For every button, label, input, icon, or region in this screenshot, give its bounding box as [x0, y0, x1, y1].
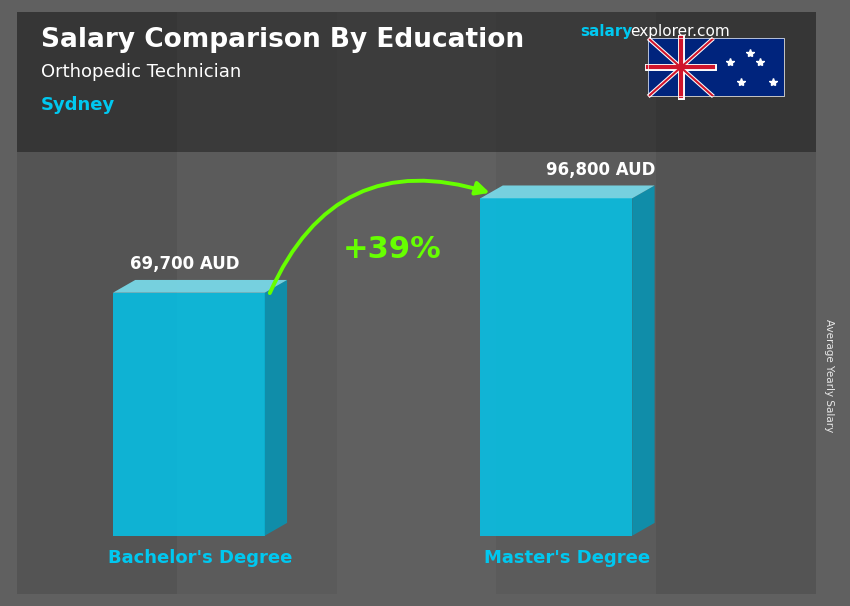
Text: 96,800 AUD: 96,800 AUD: [546, 161, 655, 179]
Bar: [656, 12, 816, 594]
Polygon shape: [480, 185, 654, 198]
Bar: [496, 12, 656, 594]
Polygon shape: [632, 185, 654, 536]
Polygon shape: [113, 293, 264, 536]
Bar: [337, 12, 496, 594]
Text: Average Yearly Salary: Average Yearly Salary: [824, 319, 834, 432]
Polygon shape: [480, 198, 632, 536]
Bar: [649, 38, 784, 96]
Bar: [17, 12, 177, 594]
Text: Salary Comparison By Education: Salary Comparison By Education: [41, 27, 524, 53]
Text: +39%: +39%: [343, 235, 441, 264]
Text: 69,700 AUD: 69,700 AUD: [130, 255, 240, 273]
Text: salary: salary: [581, 24, 632, 39]
Text: Orthopedic Technician: Orthopedic Technician: [41, 63, 241, 81]
Bar: [177, 12, 337, 594]
Text: Sydney: Sydney: [41, 96, 116, 115]
Text: explorer.com: explorer.com: [630, 24, 729, 39]
Text: Master's Degree: Master's Degree: [484, 549, 650, 567]
Polygon shape: [264, 280, 287, 536]
Bar: [649, 38, 784, 96]
Polygon shape: [113, 280, 287, 293]
Bar: [17, 1, 816, 152]
Text: Bachelor's Degree: Bachelor's Degree: [108, 549, 292, 567]
